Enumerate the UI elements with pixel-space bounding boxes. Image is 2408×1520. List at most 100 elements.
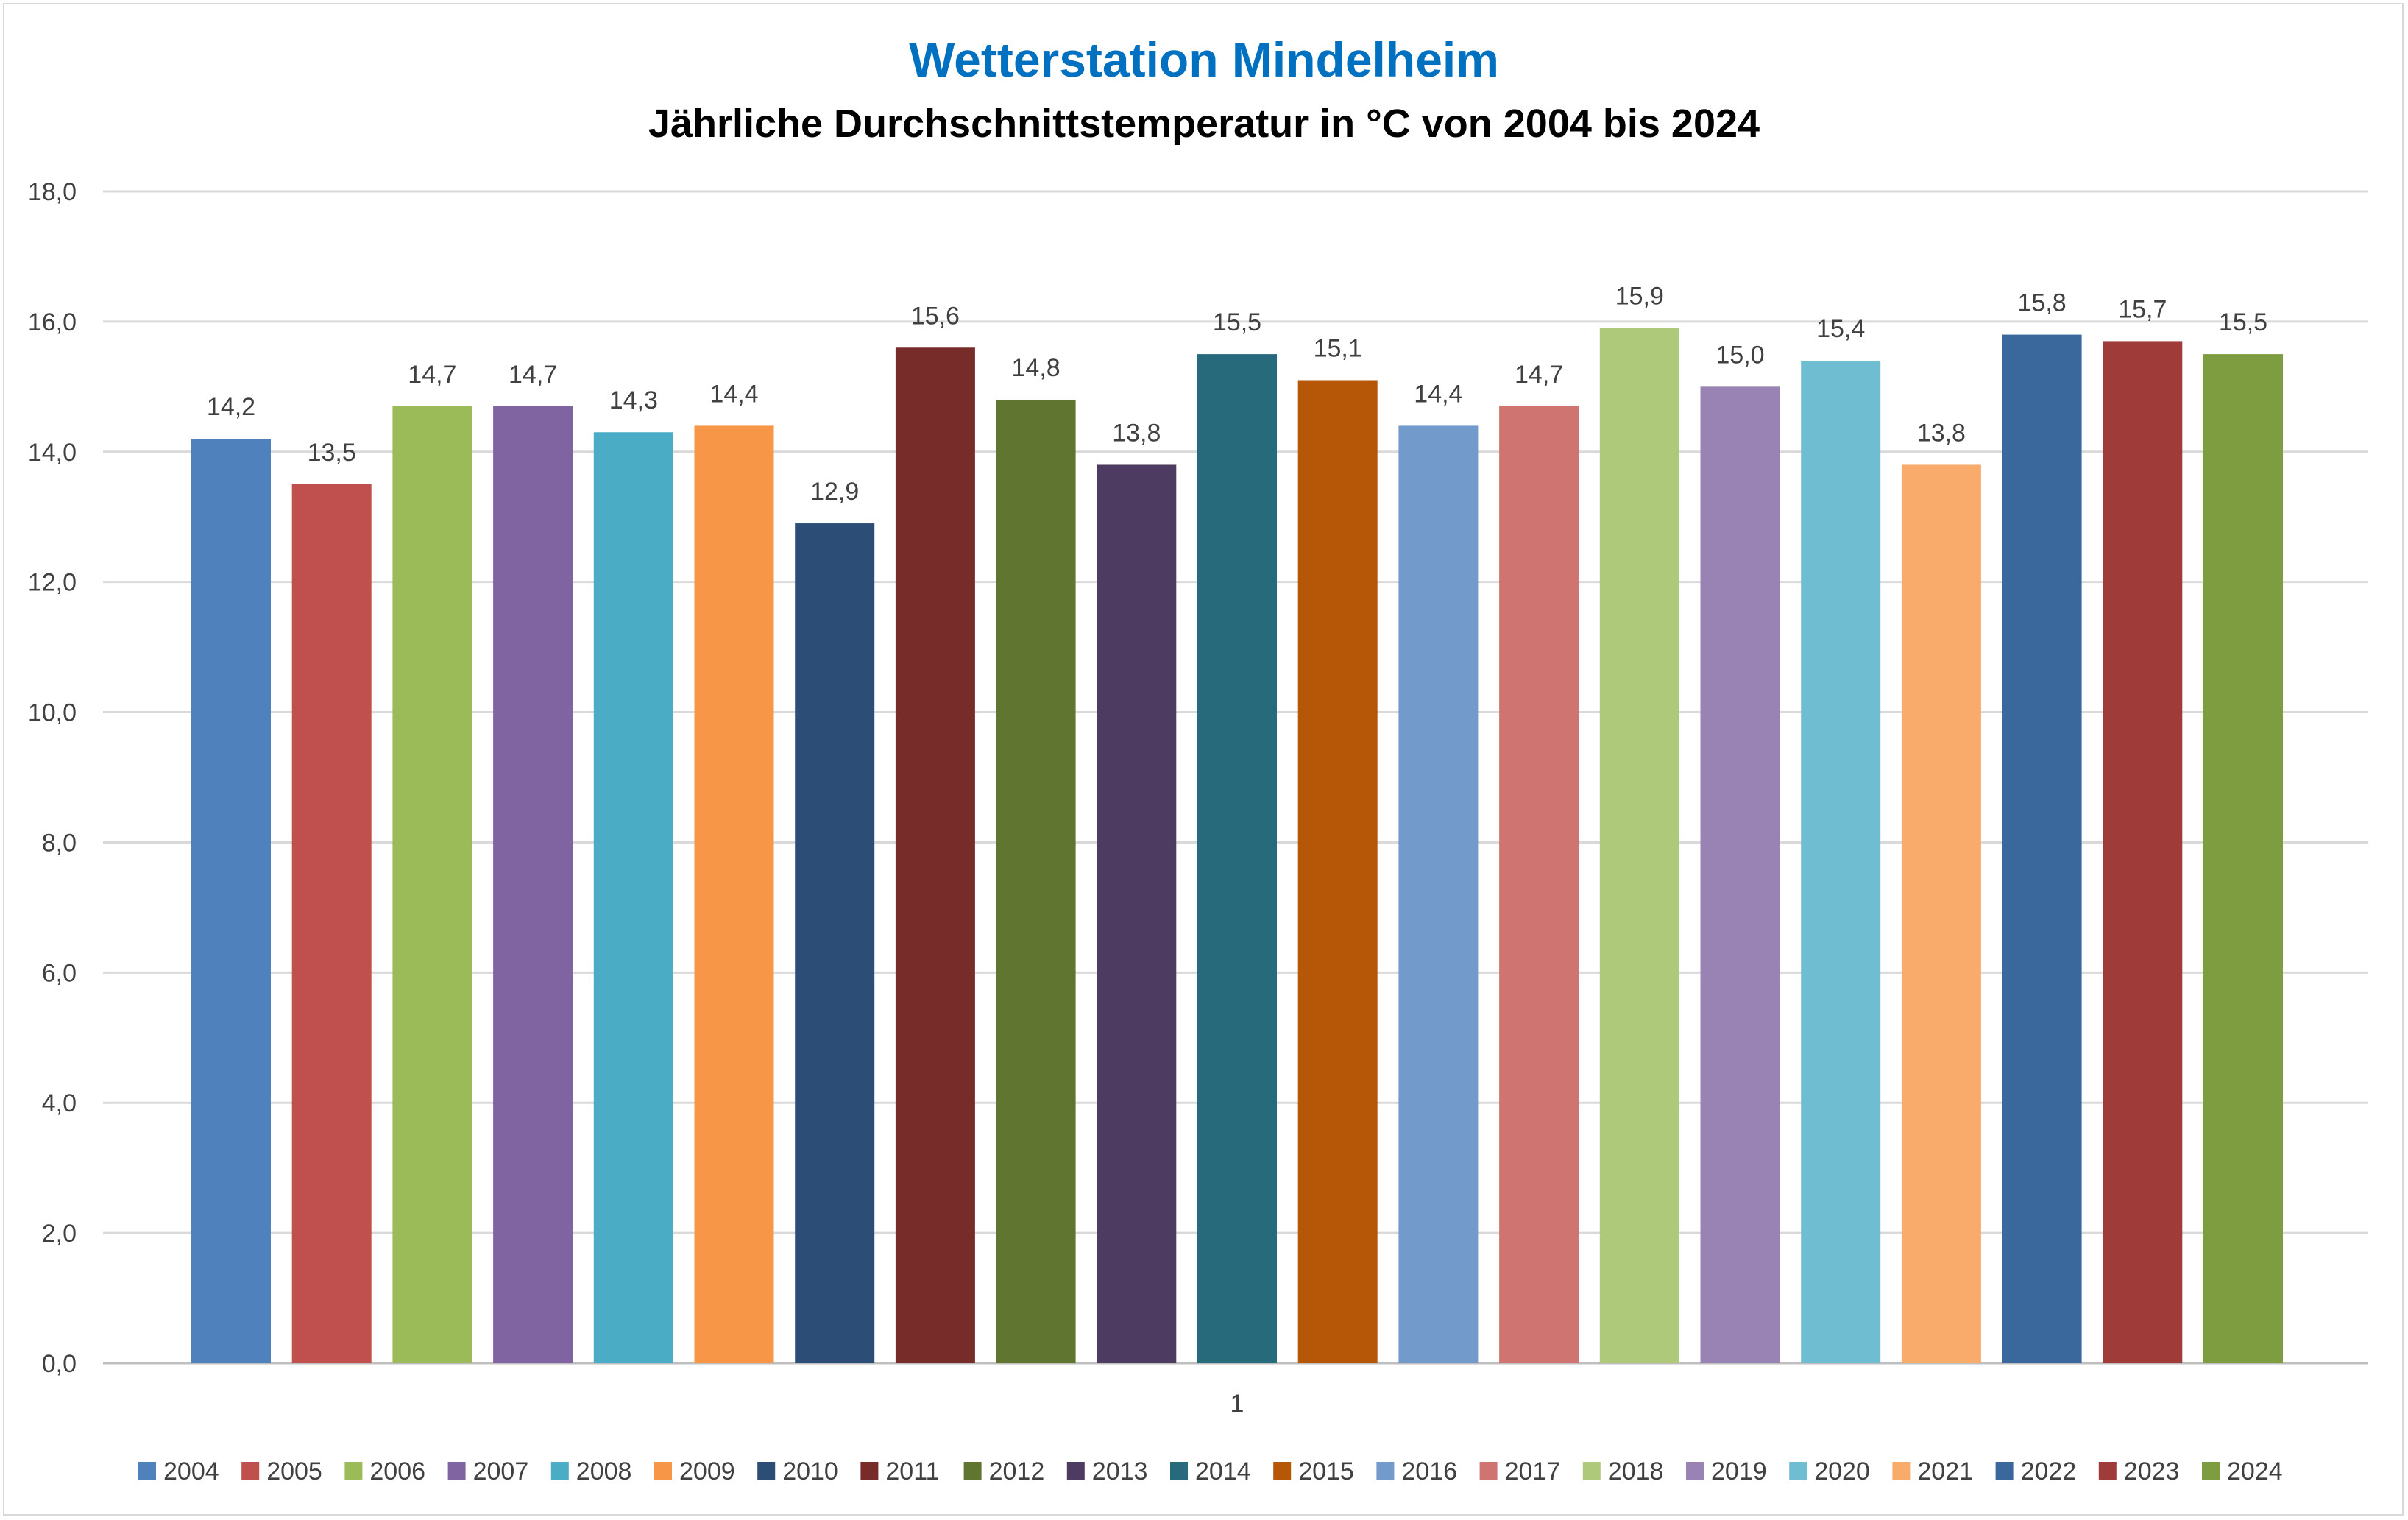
legend-item-2020: 2020 (1789, 1457, 1870, 1485)
legend-label: 2023 (2124, 1457, 2180, 1485)
legend-label: 2010 (782, 1457, 838, 1485)
legend-swatch (138, 1462, 156, 1480)
y-tick-label: 10,0 (28, 699, 77, 727)
bar-2018 (1599, 328, 1679, 1363)
gridlines (103, 190, 2368, 1365)
legend-swatch (654, 1462, 672, 1480)
legend-item-2004: 2004 (138, 1457, 219, 1485)
legend-item-2014: 2014 (1170, 1457, 1251, 1485)
bar-2024 (2203, 354, 2283, 1364)
bar-2012 (996, 400, 1076, 1363)
y-tick-label: 2,0 (42, 1220, 77, 1248)
x-category-label: 1 (1230, 1390, 1244, 1418)
legend-item-2013: 2013 (1066, 1457, 1148, 1485)
legend-item-2015: 2015 (1273, 1457, 1354, 1485)
legend-label: 2017 (1505, 1457, 1561, 1485)
bar-2015 (1297, 380, 1378, 1363)
legend: 2004 2005 2006 2007 2008 2009 2010 2011 2012 2013… (138, 1457, 2283, 1485)
data-label-2004: 14,2 (207, 393, 255, 421)
legend-label: 2016 (1401, 1457, 1457, 1485)
legend-swatch (1789, 1462, 1807, 1480)
legend-swatch (1686, 1462, 1704, 1480)
legend-label: 2008 (576, 1457, 632, 1485)
y-axis: 0,0 2,0 4,0 6,0 8,0 10,0 12,0 14,0 16,0 18,0 (28, 178, 77, 1378)
legend-label: 2021 (1917, 1457, 1973, 1485)
data-label-2007: 14,7 (509, 361, 557, 389)
data-label-2024: 15,5 (2219, 308, 2267, 336)
data-label-2013: 13,8 (1112, 419, 1161, 447)
legend-item-2024: 2024 (2202, 1457, 2283, 1485)
legend-label: 2018 (1608, 1457, 1664, 1485)
legend-swatch (963, 1462, 982, 1480)
bar-2016 (1398, 425, 1479, 1363)
data-label-2015: 15,1 (1314, 334, 1362, 362)
data-label-2021: 13,8 (1917, 419, 1966, 447)
legend-label: 2013 (1092, 1457, 1148, 1485)
legend-item-2017: 2017 (1479, 1457, 1561, 1485)
legend-item-2023: 2023 (2098, 1457, 2180, 1485)
legend-swatch (757, 1462, 776, 1480)
legend-item-2010: 2010 (757, 1457, 838, 1485)
legend-item-2006: 2006 (344, 1457, 425, 1485)
chart-title: Wetterstation Mindelheim (909, 32, 1499, 87)
data-label-2005: 13,5 (308, 439, 356, 467)
data-label-2016: 14,4 (1414, 380, 1462, 408)
legend-swatch (1376, 1462, 1395, 1480)
bar-2009 (694, 425, 774, 1363)
legend-swatch (241, 1462, 260, 1480)
data-label-2020: 15,4 (1816, 315, 1865, 343)
legend-item-2012: 2012 (963, 1457, 1045, 1485)
legend-item-2005: 2005 (241, 1457, 322, 1485)
legend-label: 2014 (1195, 1457, 1251, 1485)
data-label-2009: 14,4 (709, 380, 758, 408)
legend-item-2011: 2011 (860, 1457, 940, 1485)
bar-2022 (2002, 334, 2082, 1364)
legend-swatch (2098, 1462, 2117, 1480)
y-tick-label: 12,0 (28, 569, 77, 597)
bar-2011 (895, 347, 975, 1364)
y-tick-label: 16,0 (28, 308, 77, 336)
legend-label: 2007 (473, 1457, 529, 1485)
data-labels: 14,2 13,5 14,7 14,7 14,3 14,4 12,9 15,6 14,8 13,8… (207, 283, 2267, 506)
legend-item-2019: 2019 (1686, 1457, 1767, 1485)
data-label-2011: 15,6 (911, 302, 960, 330)
legend-item-2007: 2007 (447, 1457, 529, 1485)
legend-item-2008: 2008 (550, 1457, 632, 1485)
bar-2010 (795, 523, 875, 1363)
legend-label: 2004 (163, 1457, 219, 1485)
y-tick-label: 4,0 (42, 1089, 77, 1117)
legend-item-2022: 2022 (1995, 1457, 2076, 1485)
legend-item-2009: 2009 (654, 1457, 735, 1485)
data-label-2023: 15,7 (2118, 295, 2167, 323)
legend-label: 2024 (2227, 1457, 2283, 1485)
data-label-2012: 14,8 (1012, 354, 1060, 382)
legend-label: 2012 (989, 1457, 1045, 1485)
legend-swatch (1273, 1462, 1292, 1480)
legend-swatch (1582, 1462, 1601, 1480)
legend-swatch (1170, 1462, 1188, 1480)
bar-2007 (493, 406, 573, 1363)
legend-swatch (1066, 1462, 1085, 1480)
legend-swatch (447, 1462, 466, 1480)
legend-item-2021: 2021 (1892, 1457, 1973, 1485)
data-label-2019: 15,0 (1715, 341, 1764, 369)
bar-2008 (593, 432, 673, 1364)
bars (191, 328, 2283, 1364)
y-tick-label: 8,0 (42, 829, 77, 857)
bar-2014 (1197, 354, 1277, 1364)
legend-swatch (1479, 1462, 1498, 1480)
legend-swatch (860, 1462, 879, 1480)
legend-label: 2005 (266, 1457, 322, 1485)
bar-2023 (2103, 341, 2183, 1363)
data-label-2010: 12,9 (810, 478, 859, 506)
data-label-2022: 15,8 (2018, 289, 2067, 317)
y-tick-label: 14,0 (28, 439, 77, 467)
x-axis: 1 (1230, 1390, 1244, 1418)
bar-2006 (392, 406, 472, 1363)
legend-item-2018: 2018 (1582, 1457, 1664, 1485)
y-tick-label: 18,0 (28, 178, 77, 206)
bar-2004 (191, 439, 271, 1363)
bar-2013 (1097, 464, 1177, 1363)
legend-swatch (1995, 1462, 2014, 1480)
